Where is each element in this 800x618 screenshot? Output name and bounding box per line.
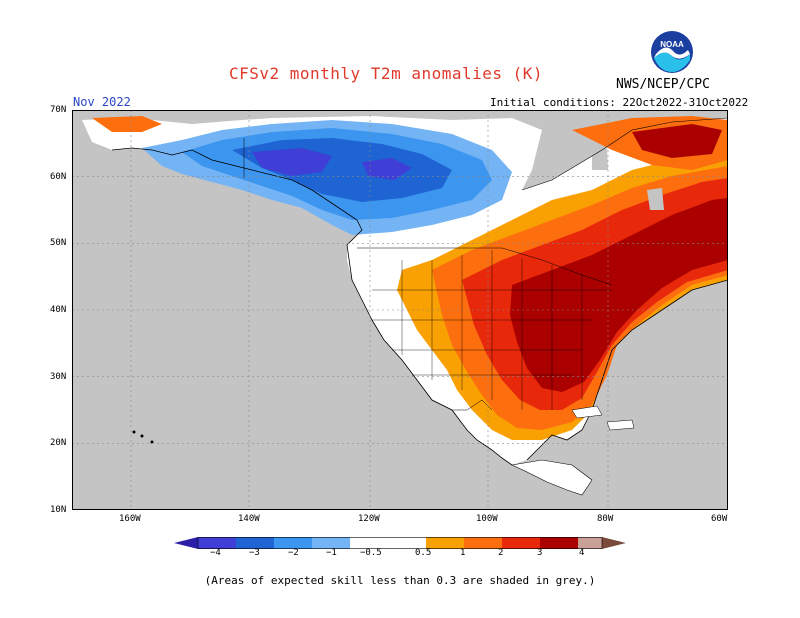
legend-label: −0.5 (360, 548, 382, 558)
lat-label-10n: 10N (50, 505, 67, 515)
lat-label-30n: 30N (50, 372, 67, 382)
lon-label-60w: 60W (711, 514, 728, 524)
lon-label-120w: 120W (358, 514, 380, 524)
legend-label: −3 (249, 548, 260, 558)
lat-label-60n: 60N (50, 172, 67, 182)
legend-label: −1 (326, 548, 337, 558)
lon-label-140w: 140W (238, 514, 260, 524)
lat-label-40n: 40N (50, 305, 67, 315)
forecast-month: Nov 2022 (73, 95, 131, 109)
legend-label: 3 (537, 548, 543, 558)
skill-footnote: (Areas of expected skill less than 0.3 a… (204, 574, 596, 587)
color-legend (174, 537, 626, 549)
legend-label: 0.5 (415, 548, 432, 558)
legend-label: −2 (288, 548, 299, 558)
legend-label: 4 (579, 548, 585, 558)
lat-label-20n: 20N (50, 438, 67, 448)
lat-label-70n: 70N (50, 105, 67, 115)
legend-arrow-right (602, 537, 626, 549)
cold-anomaly-core (252, 148, 332, 176)
lon-label-100w: 100W (476, 514, 498, 524)
legend-label: −4 (210, 548, 221, 558)
legend-label: 2 (498, 548, 504, 558)
legend-label: 1 (460, 548, 466, 558)
svg-text:NOAA: NOAA (660, 40, 684, 49)
graticule (72, 110, 728, 510)
warm-anomaly-max (510, 198, 728, 392)
lon-label-160w: 160W (119, 514, 141, 524)
lon-label-80w: 80W (597, 514, 614, 524)
initial-conditions: Initial conditions: 22Oct2022-31Oct2022 (490, 96, 749, 109)
agency-label: NWS/NCEP/CPC (616, 77, 710, 92)
lat-label-50n: 50N (50, 238, 67, 248)
map-title: CFSv2 monthly T2m anomalies (K) (228, 64, 544, 83)
noaa-logo: NOAA (651, 31, 693, 73)
anomaly-map (72, 110, 728, 510)
legend-arrow-left (174, 537, 198, 549)
